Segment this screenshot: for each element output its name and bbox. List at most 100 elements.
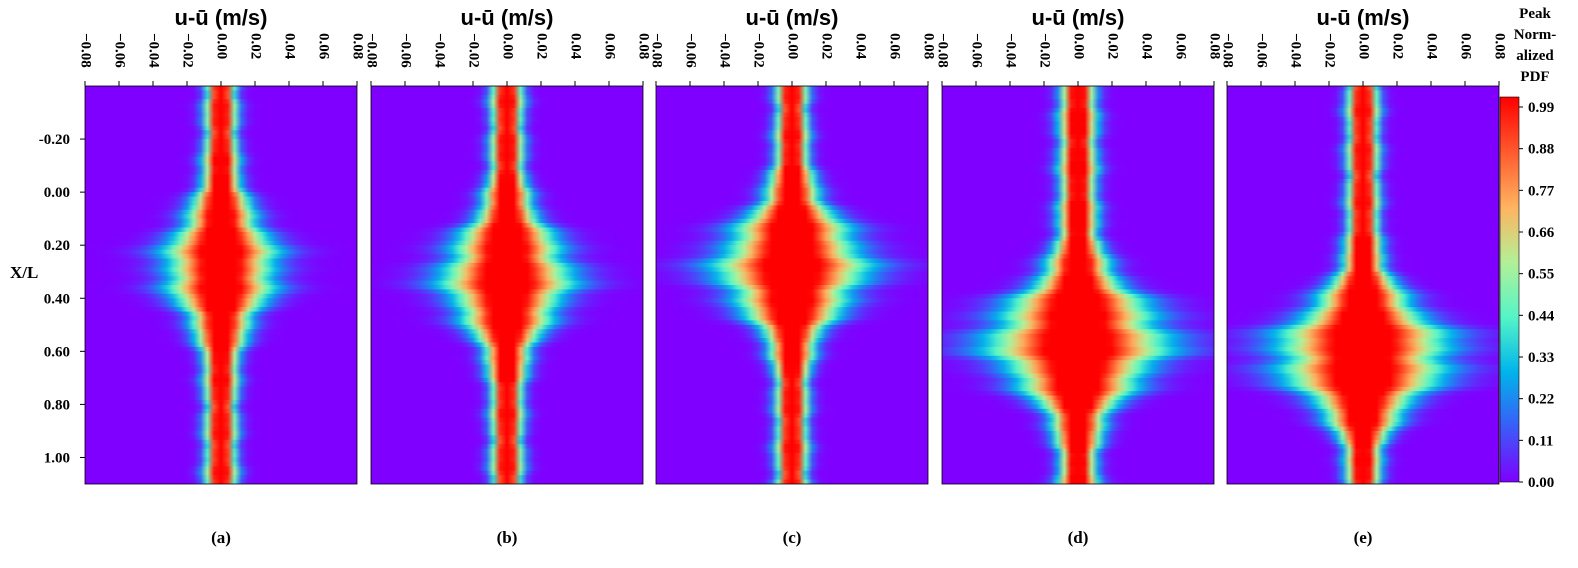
heatmap-row [85,479,357,484]
heatmap-row [656,183,928,189]
heatmap-row [656,103,928,109]
heatmap-row [942,329,1214,335]
heatmap-row [1227,200,1499,206]
heatmap-row [1227,311,1499,317]
heatmap-row [1227,112,1499,118]
x-tick-label: −0.02 [1037,33,1053,68]
heatmap-row [85,461,357,467]
heatmap-row [1227,205,1499,211]
heatmap-row [942,408,1214,414]
heatmap-row [656,448,928,454]
heatmap-row [85,399,357,405]
x-tick-label: 0.04 [1139,33,1155,60]
heatmap-row [942,271,1214,277]
heatmap-row [656,227,928,233]
heatmap-row [1227,262,1499,268]
heatmap-row [85,236,357,242]
heatmap-row [1227,214,1499,220]
x-tick-label: −0.08 [364,33,380,68]
x-tick-label: 0.02 [534,33,550,59]
heatmap-row [1227,276,1499,282]
heatmap-row [85,285,357,291]
colorbar-tick-label: 0.99 [1528,100,1554,116]
heatmap-row [1227,342,1499,348]
heatmap-row [656,315,928,321]
panel-label: (c) [783,528,802,547]
heatmap-row [1227,152,1499,158]
heatmap-row [656,86,928,92]
heatmap-row [942,223,1214,229]
x-tick-label: 0.00 [1356,33,1372,59]
heatmap-row [656,360,928,366]
x-tick-label: 0.08 [636,33,652,59]
heatmap-row [371,196,643,202]
heatmap-row [1227,254,1499,260]
heatmap-row [942,426,1214,432]
heatmap-row [85,112,357,118]
colorbar-title-line-4: PDF [1520,69,1549,85]
heatmap-row [1227,404,1499,410]
heatmap-row [371,404,643,410]
heatmap-row [371,183,643,189]
heatmap-row [942,116,1214,122]
heatmap-row [371,293,643,299]
heatmap-row [371,391,643,397]
heatmap-row [1227,103,1499,109]
heatmap-row [85,262,357,268]
heatmap-row [942,156,1214,162]
heatmap-row [942,346,1214,352]
heatmap-row [942,399,1214,405]
heatmap-row [1227,280,1499,286]
heatmap-row [942,369,1214,375]
heatmap-row [656,408,928,414]
heatmap-row [371,346,643,352]
heatmap-row [1227,324,1499,330]
heatmap-row [85,156,357,162]
heatmap-row [942,444,1214,450]
heatmap-row [371,439,643,445]
heatmap-row [85,439,357,445]
heatmap-row [85,320,357,326]
heatmap-row [85,329,357,335]
heatmap-row [371,231,643,237]
y-tick-label: 0.60 [44,344,70,360]
heatmap-row [942,461,1214,467]
heatmap-row [85,94,357,100]
heatmap-row [371,448,643,454]
heatmap-row [1227,125,1499,131]
heatmap-row [942,147,1214,153]
heatmap-row [656,209,928,215]
heatmap-row [371,271,643,277]
heatmap-row [85,435,357,441]
heatmap-row [942,103,1214,109]
heatmap-row [942,276,1214,282]
heatmap-row [371,422,643,428]
heatmap-row [656,187,928,193]
heatmap-row [371,156,643,162]
heatmap-row [1227,130,1499,136]
heatmap-row [942,373,1214,379]
heatmap-row [85,86,357,92]
heatmap-row [85,289,357,295]
heatmap-row [85,187,357,193]
colorbar-tick-label: 0.44 [1528,308,1555,324]
x-tick-label: 0.06 [887,33,903,60]
heatmap-row [85,386,357,392]
x-tick-label: 0.08 [350,33,366,59]
x-tick-label: 0.04 [568,33,584,60]
x-tick-label: 0.08 [1492,33,1508,59]
heatmap-row [942,258,1214,264]
heatmap-row [371,223,643,229]
heatmap-row [85,360,357,366]
heatmap-row [371,165,643,171]
heatmap-row [1227,298,1499,304]
x-tick-label: 0.00 [500,33,516,59]
heatmap-row [1227,373,1499,379]
heatmap-row [1227,457,1499,463]
heatmap-row [85,183,357,189]
heatmap-row [656,355,928,361]
heatmap-row [85,369,357,375]
heatmap-row [371,112,643,118]
heatmap-row [1227,108,1499,114]
heatmap-row [942,479,1214,484]
